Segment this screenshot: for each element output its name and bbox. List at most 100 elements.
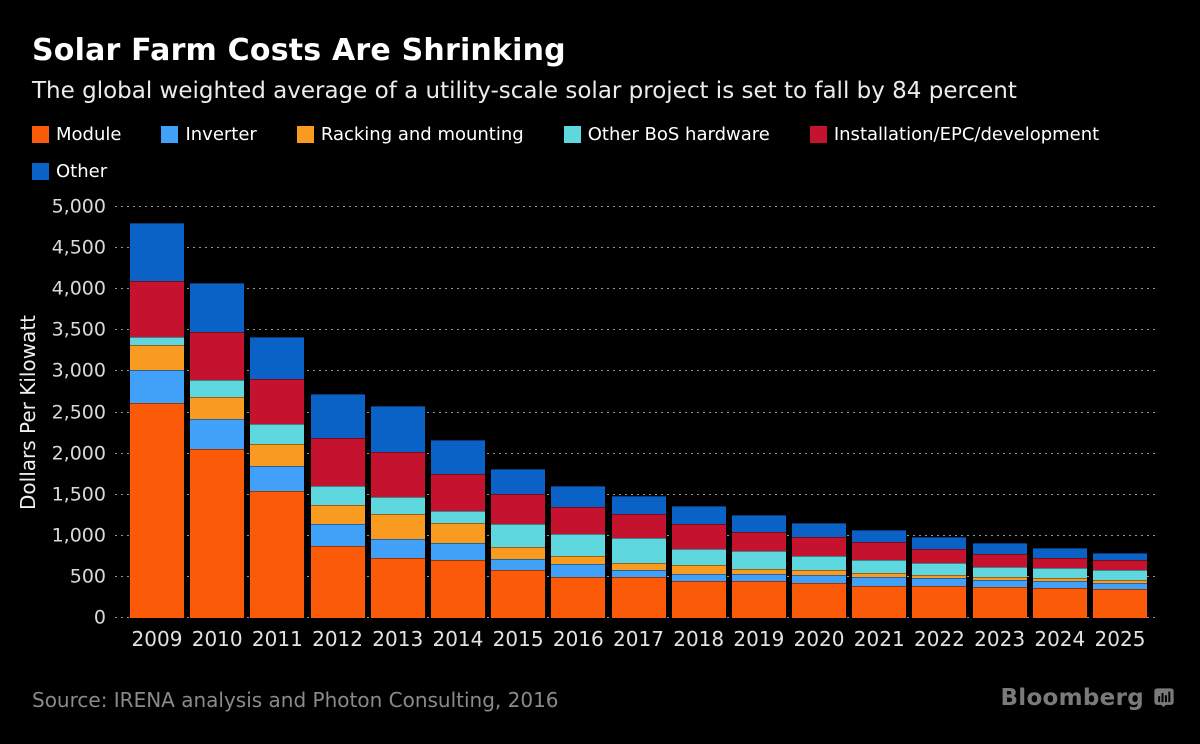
stacked-bar-2022	[912, 537, 967, 618]
stacked-bar-2013	[370, 405, 425, 618]
legend-item: Racking and mounting	[296, 124, 524, 145]
x-axis-ticks: 2009 2010 2011 2012 2013 2014 2015 2016 2017 2018…	[115, 627, 1158, 651]
bar-segment	[370, 539, 425, 558]
stacked-bar-2012	[310, 393, 365, 618]
x-tick-label: 2016	[552, 627, 604, 651]
y-tick-label: 3,000	[51, 359, 106, 382]
bar-segment	[1032, 548, 1087, 558]
plot-area	[115, 206, 1158, 618]
stacked-bar-2021	[852, 530, 907, 618]
stacked-bar-2020	[792, 523, 847, 618]
stacked-bar-2011	[250, 336, 305, 618]
stacked-bar-2019	[731, 514, 786, 618]
bar-segment	[130, 345, 184, 370]
stacked-bar-2025	[1093, 553, 1147, 618]
bar-segment	[370, 451, 425, 497]
legend-swatch-icon	[32, 163, 49, 180]
stacked-bar-2017	[611, 496, 666, 618]
bar-segment	[671, 505, 726, 525]
bar-segment	[130, 281, 184, 337]
stacked-bar-2018	[671, 505, 726, 618]
bar-segment	[912, 585, 967, 618]
y-tick-label: 2,500	[51, 401, 106, 423]
bar-segment	[430, 439, 485, 475]
stacked-bar-2016	[551, 486, 606, 618]
bar-segment	[190, 419, 245, 449]
bar-segment	[611, 514, 666, 539]
bar-segment	[792, 583, 847, 618]
legend-item: Module	[32, 124, 121, 145]
bar-segment	[430, 511, 485, 524]
bar-segment	[912, 563, 967, 576]
bloomberg-logo: Bloomberg	[1000, 685, 1175, 711]
bar-segment	[370, 496, 425, 514]
bar-segment	[310, 546, 365, 618]
x-tick-label: 2009	[131, 627, 183, 651]
bar-segment	[671, 580, 726, 618]
bar-segment	[792, 556, 847, 571]
x-tick-label: 2011	[251, 627, 303, 651]
gridline	[115, 206, 1158, 207]
bar-segment	[430, 474, 485, 512]
legend-label: Inverter	[185, 124, 257, 145]
bar-segment	[1032, 581, 1087, 588]
bar-segment	[1093, 570, 1147, 581]
legend-item: Other BoS hardware	[563, 124, 770, 145]
bar-segment	[1093, 589, 1147, 618]
legend-item: Installation/EPC/development	[809, 124, 1100, 145]
bar-segment	[250, 491, 305, 618]
legend: Module Inverter Racking and mounting Other …	[32, 124, 1182, 182]
bar-segment	[370, 405, 425, 452]
gridline	[115, 247, 1158, 249]
bar-segment	[852, 560, 907, 574]
x-tick-label: 2022	[913, 627, 965, 651]
bar-segment	[1032, 568, 1087, 579]
bar-segment	[912, 549, 967, 564]
bar-segment	[551, 533, 606, 556]
bar-segment	[190, 397, 245, 420]
bar-segment	[310, 437, 365, 487]
bar-segment	[671, 524, 726, 550]
stacked-bar-2015	[491, 469, 546, 618]
stacked-bar-2009	[130, 223, 184, 618]
bar-segment	[912, 537, 967, 550]
gridline	[115, 411, 1158, 413]
bar-segment	[792, 570, 847, 576]
y-tick-label: 1,000	[51, 524, 106, 547]
bar-segment	[130, 369, 184, 403]
bar-segment	[130, 402, 184, 618]
bar-segment	[972, 576, 1027, 580]
gridline	[115, 288, 1158, 290]
bloomberg-chart-bubble-icon	[1154, 688, 1174, 708]
page-title: Solar Farm Costs Are Shrinking	[32, 33, 566, 68]
stacked-bar-2023	[972, 542, 1027, 618]
chart-subtitle: The global weighted average of a utility…	[32, 78, 1017, 104]
bar-segment	[1093, 582, 1147, 590]
bar-segment	[1093, 580, 1147, 583]
stacked-bar-2014	[430, 439, 485, 618]
bar-segment	[370, 557, 425, 618]
bar-segment	[491, 493, 546, 525]
bar-segment	[792, 537, 847, 557]
bar-segment	[310, 393, 365, 438]
bar-segment	[190, 448, 245, 618]
y-tick-label: 1,500	[51, 483, 106, 506]
bar-segment	[430, 559, 485, 618]
legend-label: Installation/EPC/development	[833, 124, 1100, 145]
bar-segment	[491, 547, 546, 559]
bar-segment	[972, 553, 1027, 567]
bar-segment	[551, 563, 606, 577]
y-axis-ticks: 0 500 1,000 1,500 2,000 2,500 3,000 3,500 4,000 4…	[0, 197, 106, 627]
bar-segment	[731, 569, 786, 575]
legend-label: Racking and mounting	[320, 124, 524, 145]
x-tick-label: 2017	[613, 627, 664, 651]
bar-segment	[130, 336, 184, 346]
bar-segment	[1032, 588, 1087, 618]
x-tick-label: 2019	[733, 627, 785, 651]
bar-segment	[731, 514, 786, 533]
gridline	[115, 493, 1158, 495]
y-tick-label: 3,500	[51, 318, 106, 341]
bar-segment	[972, 579, 1027, 588]
bar-segment	[190, 331, 245, 380]
bar-segment	[852, 573, 907, 578]
